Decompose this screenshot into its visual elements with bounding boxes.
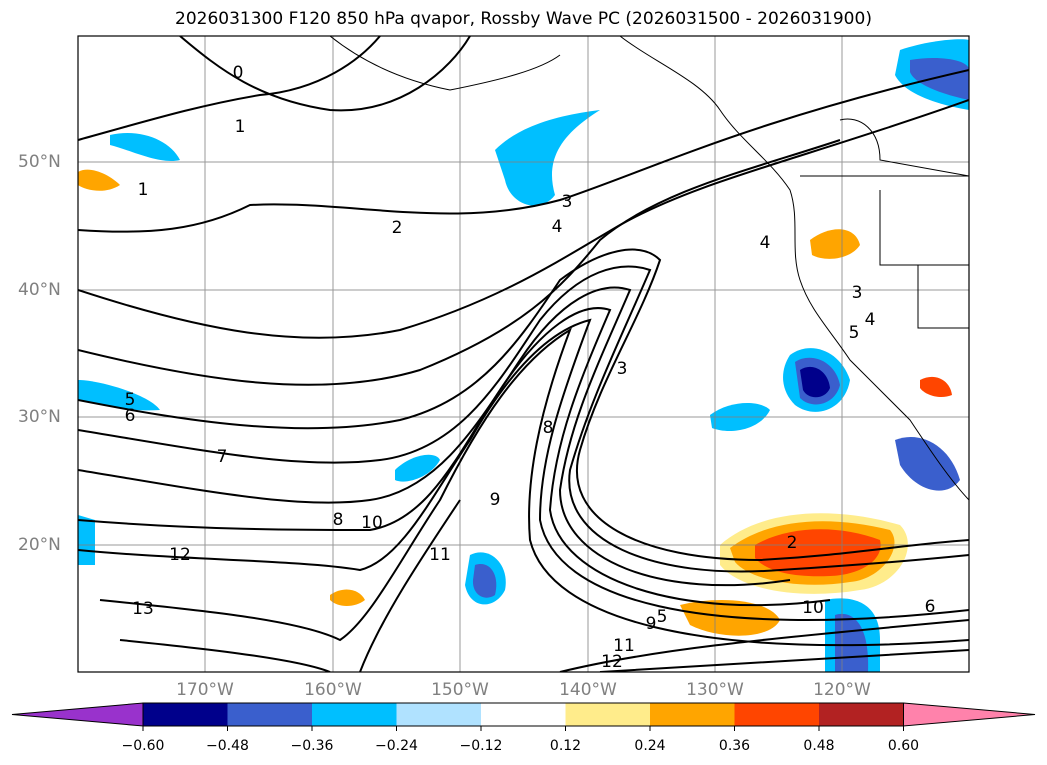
colorbar-tick-label: 0.12 — [549, 738, 582, 754]
contour-label: 2 — [392, 218, 403, 238]
colorbar-bin — [396, 703, 482, 726]
contour-label: 2 — [787, 533, 798, 553]
contour-label: 6 — [925, 597, 936, 617]
shaded-anomalies — [78, 39, 969, 672]
contour-label: 3 — [852, 283, 863, 303]
map-frame — [77, 35, 970, 673]
contour-label: 9 — [490, 490, 501, 510]
contour-label: 1 — [138, 180, 149, 200]
contour-label: 8 — [333, 510, 344, 530]
colorbar-bin — [312, 703, 397, 726]
contour-label: 10 — [361, 513, 383, 533]
contour-label: 7 — [217, 447, 228, 467]
colorbar-tick-label: −0.36 — [290, 738, 334, 754]
colorbar-tick-label: −0.48 — [206, 738, 249, 754]
colorbar-extend-max — [903, 702, 1036, 727]
contour-label: 6 — [125, 406, 136, 426]
contour-label: 8 — [543, 418, 554, 438]
contour-label: 1 — [235, 117, 246, 137]
coastlines — [329, 36, 969, 501]
contour-label: 12 — [601, 652, 623, 672]
contour-label: 4 — [760, 233, 771, 253]
lon-label: 170°W — [176, 680, 234, 700]
lon-label: 160°W — [304, 680, 362, 700]
colorbar-tick-label: 0.60 — [887, 738, 920, 754]
colorbar — [11, 702, 1036, 731]
lat-label: 50°N — [18, 152, 61, 172]
map-title: 2026031300 F120 850 hPa qvapor, Rossby W… — [175, 9, 872, 29]
contour-label: 12 — [169, 545, 191, 565]
colorbar-tick-label: 0.48 — [803, 738, 835, 754]
colorbar-bin — [734, 703, 820, 726]
colorbar-bin — [227, 703, 313, 726]
colorbar-bin — [143, 703, 228, 726]
lon-label: 120°W — [813, 680, 871, 700]
contour-label: 0 — [233, 63, 244, 83]
contour-label: 3 — [562, 192, 573, 212]
lat-label: 20°N — [18, 535, 61, 555]
contour-label: 13 — [132, 599, 154, 619]
contour-label: 4 — [552, 217, 563, 237]
contour-labels: 0 1 1 2 3 4 4 5 6 7 8 9 10 11 12 13 3 8 … — [125, 63, 936, 672]
contour-label: 5 — [125, 390, 136, 410]
contour-label: 4 — [865, 310, 876, 330]
graticule — [78, 36, 969, 672]
colorbar-outline — [142, 702, 904, 727]
lat-label: 40°N — [18, 280, 61, 300]
lon-label: 140°W — [559, 680, 617, 700]
colorbar-tick-label: 0.36 — [718, 738, 751, 754]
lon-label: 130°W — [686, 680, 744, 700]
contour-label: 3 — [617, 359, 628, 379]
contour-label: 5 — [657, 607, 668, 627]
contour-label: 9 — [646, 614, 657, 634]
lat-label: 30°N — [18, 407, 61, 427]
colorbar-bin — [819, 703, 904, 726]
lon-label: 150°W — [431, 680, 489, 700]
colorbar-tick-label: −0.60 — [121, 738, 165, 754]
colorbar-bin — [650, 703, 735, 726]
contour-label: 10 — [802, 598, 824, 618]
colorbar-tick-label: −0.12 — [459, 738, 503, 754]
colorbar-extend-min — [11, 702, 144, 727]
contour-label: 5 — [849, 323, 860, 343]
colorbar-tick-label: −0.24 — [375, 738, 418, 754]
colorbar-bin — [565, 703, 651, 726]
colorbar-bin — [481, 703, 566, 726]
colorbar-tick-label: 0.24 — [634, 738, 666, 754]
contour-label: 11 — [613, 636, 635, 656]
contour-label: 11 — [429, 545, 451, 565]
contour-lines — [78, 36, 969, 672]
